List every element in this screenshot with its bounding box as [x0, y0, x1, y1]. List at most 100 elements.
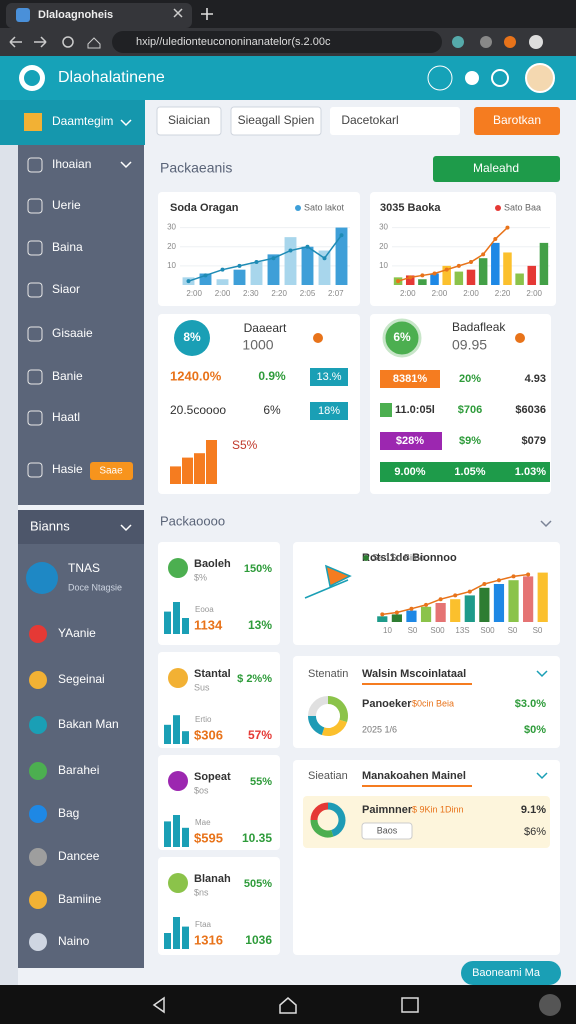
header-icon[interactable]: [465, 71, 479, 85]
tab-title[interactable]: Manakoahen Mainel: [362, 770, 466, 782]
card-value: $306: [194, 727, 223, 742]
card-value: 10.35: [242, 831, 272, 845]
footer-button[interactable]: [461, 961, 561, 985]
donut-legend: $0cin Beia: [412, 698, 454, 708]
menu-item[interactable]: Haatl: [52, 410, 80, 424]
menu-item[interactable]: Baina: [52, 240, 83, 254]
menu-item[interactable]: Gisaaie: [52, 326, 93, 340]
card-sub: $os: [194, 785, 209, 795]
card-bar: [173, 917, 180, 949]
nav-home[interactable]: [279, 997, 297, 1014]
profile-icon[interactable]: [529, 35, 543, 49]
nav-arrows[interactable]: [9, 36, 47, 48]
nav-back[interactable]: [152, 996, 165, 1014]
toolbar-button[interactable]: [156, 106, 222, 136]
item-icon: [29, 625, 47, 643]
item-icon: [29, 716, 47, 734]
stat-title: Badafleak: [452, 320, 506, 334]
menu-icon: [27, 369, 43, 385]
tab[interactable]: [6, 3, 192, 28]
badge-text: Saae: [99, 466, 123, 477]
sidebar-item[interactable]: Dancee: [58, 849, 100, 863]
sidebar-top-label[interactable]: Daamtegim: [52, 114, 113, 128]
y-tick-label: 20: [167, 242, 176, 251]
tab-title[interactable]: Walsin Mscoinlataal: [362, 668, 466, 680]
home[interactable]: [87, 37, 101, 49]
stat-circle: [382, 318, 422, 358]
nav-recent[interactable]: [401, 997, 419, 1013]
stat-cell: 13.%: [316, 371, 341, 383]
tab-close[interactable]: [173, 8, 183, 18]
ext-icon[interactable]: [452, 36, 464, 48]
small-button-label[interactable]: Baos: [377, 825, 398, 835]
stat-cell: $9%: [459, 435, 481, 447]
toolbar-button[interactable]: [230, 106, 322, 136]
trend-point: [186, 279, 191, 284]
header-icon[interactable]: [427, 65, 453, 91]
x-tick-label: S0: [508, 626, 518, 635]
nav-bar: [0, 985, 576, 1024]
menu-icon: [27, 282, 43, 298]
ext-icon[interactable]: [480, 36, 492, 48]
card-small: Ertio: [195, 715, 212, 724]
chart-title: 3035 Baoka: [380, 202, 441, 214]
x-tick-label: 2:07: [328, 289, 344, 298]
primary-label[interactable]: Barotkan: [493, 113, 541, 127]
sidebar-item[interactable]: Segeinai: [58, 672, 105, 686]
ext-icon[interactable]: [504, 36, 516, 48]
sidebar-item[interactable]: Bakan Man: [58, 717, 119, 731]
sidebar-item[interactable]: Bag: [58, 806, 79, 820]
card-icon: [168, 873, 188, 893]
primary-button[interactable]: [474, 107, 560, 135]
stat-value: 09.95: [452, 337, 487, 353]
nav-extra[interactable]: [539, 994, 561, 1016]
donut-value: $6%: [524, 826, 546, 838]
trend-point: [481, 252, 486, 257]
menu-item[interactable]: Uerie: [52, 198, 81, 212]
sidebar-item[interactable]: Bamiine: [58, 892, 102, 906]
new-tab[interactable]: [201, 8, 213, 20]
chevron: [120, 524, 132, 532]
card-title: Blanah: [194, 873, 231, 885]
stat-cell: 8381%: [393, 373, 427, 385]
sidebar-top-icon: [24, 113, 42, 131]
card-bar: [182, 731, 189, 744]
card-bar: [182, 618, 189, 634]
small-button[interactable]: [361, 822, 413, 840]
card-bar: [164, 611, 171, 634]
button-label[interactable]: Maleahd: [473, 161, 519, 175]
menu-item[interactable]: Banie: [52, 369, 83, 383]
stat-cell: $706: [458, 404, 482, 416]
logo-mark: [24, 70, 40, 86]
trend-point: [408, 275, 413, 280]
trend-point: [456, 263, 461, 268]
tab-label[interactable]: Sieatian: [308, 770, 348, 782]
card-pct: 505%: [244, 878, 272, 890]
url-field[interactable]: [112, 31, 442, 53]
footer-button-label[interactable]: Baoneami Ma: [472, 967, 541, 979]
sidebar-item[interactable]: Naino: [58, 934, 90, 948]
stat-cell: 1.03%: [515, 466, 546, 478]
menu-item[interactable]: Ihoaian: [52, 157, 91, 171]
stat-cell: 11.0:05l: [395, 404, 435, 416]
bar: [420, 606, 432, 622]
toolbar-label[interactable]: Sieagall Spien: [238, 113, 315, 127]
toolbar-label[interactable]: Dacetokarl: [341, 113, 398, 127]
toolbar-button[interactable]: [330, 107, 460, 135]
flag-icon: [304, 564, 352, 599]
stat-cell: 18%: [318, 405, 340, 417]
chevron: [536, 670, 548, 780]
sidebar-item[interactable]: YAanie: [58, 626, 96, 640]
reload[interactable]: [62, 36, 74, 48]
menu-item[interactable]: Hasie: [52, 462, 83, 476]
bar: [493, 584, 505, 622]
avatar[interactable]: [525, 63, 555, 93]
sidebar-item[interactable]: Barahei: [58, 763, 99, 777]
tab-label[interactable]: Stenatin: [308, 668, 348, 680]
toolbar-label[interactable]: Siaician: [168, 113, 210, 127]
menu-item[interactable]: Siaor: [52, 282, 80, 296]
row-bar: [380, 462, 550, 482]
header-icon[interactable]: [491, 69, 509, 87]
green-button[interactable]: [433, 156, 560, 182]
card-pct: $ 2%%: [237, 673, 272, 685]
